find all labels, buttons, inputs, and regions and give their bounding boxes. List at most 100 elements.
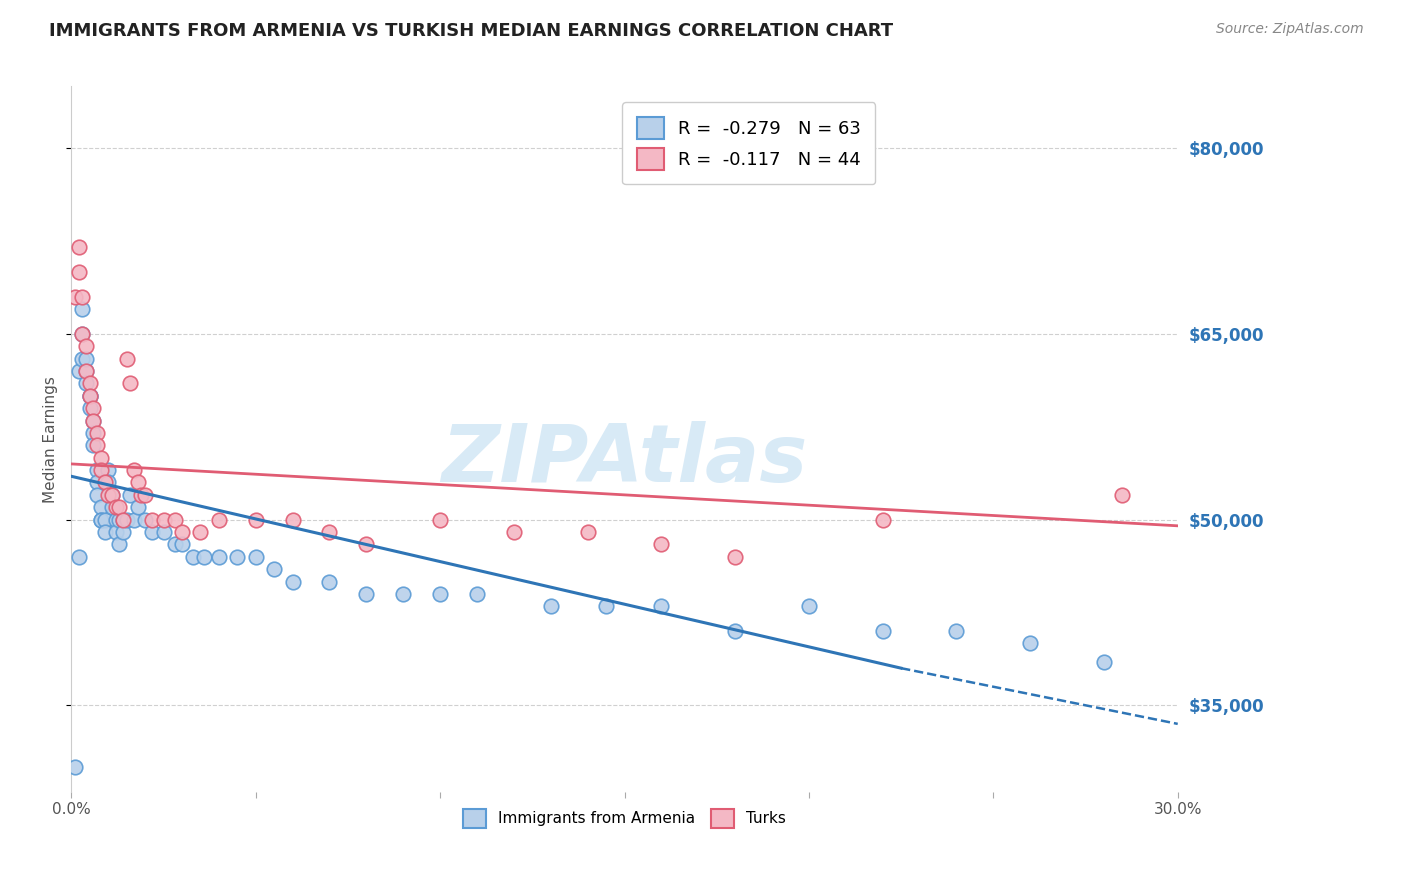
Point (281, 574, 304, 589)
Point (226, 549, 249, 564)
Point (97, 475, 120, 490)
Point (245, 549, 267, 564)
Point (86, 438, 108, 452)
Point (104, 500, 127, 515)
Point (97, 488, 120, 502)
Point (79, 389, 101, 403)
Point (86, 488, 108, 502)
Text: Source: ZipAtlas.com: Source: ZipAtlas.com (1216, 22, 1364, 37)
Point (108, 537, 131, 551)
Point (101, 488, 124, 502)
Point (75, 351, 97, 366)
Point (163, 537, 186, 551)
Point (63, 290, 86, 304)
Point (945, 624, 967, 638)
Point (190, 524, 212, 539)
Point (127, 500, 149, 515)
Point (72, 326, 94, 341)
Point (90, 513, 112, 527)
Point (181, 549, 204, 564)
Point (152, 524, 174, 539)
Point (163, 513, 186, 527)
Point (111, 524, 134, 539)
Legend: Immigrants from Armenia, Turks: Immigrants from Armenia, Turks (457, 803, 792, 834)
Text: ZIPAtlas: ZIPAtlas (441, 421, 807, 500)
Point (72, 302, 94, 317)
Point (104, 513, 127, 527)
Point (115, 351, 138, 366)
Point (82, 438, 104, 452)
Point (75, 364, 97, 378)
Point (318, 524, 340, 539)
Point (101, 500, 124, 515)
Point (115, 513, 138, 527)
Point (465, 587, 488, 601)
Point (650, 537, 672, 551)
Point (540, 599, 562, 614)
Point (93, 524, 115, 539)
Point (122, 513, 145, 527)
Point (429, 587, 451, 601)
Point (872, 624, 894, 638)
Point (724, 624, 747, 638)
Point (141, 513, 163, 527)
Point (79, 389, 101, 403)
Point (120, 488, 142, 502)
Point (67, 364, 90, 378)
Point (79, 389, 101, 403)
Point (79, 376, 101, 391)
Point (872, 513, 894, 527)
Point (170, 537, 193, 551)
Point (1111, 488, 1133, 502)
Point (127, 475, 149, 490)
Point (86, 475, 108, 490)
Point (318, 574, 340, 589)
Point (82, 425, 104, 440)
Point (67, 549, 90, 564)
Point (72, 290, 94, 304)
Point (90, 513, 112, 527)
Point (72, 326, 94, 341)
Point (111, 513, 134, 527)
Point (67, 265, 90, 279)
Point (122, 463, 145, 477)
Point (281, 513, 304, 527)
Point (208, 513, 231, 527)
Point (93, 513, 115, 527)
Point (120, 376, 142, 391)
Point (134, 488, 156, 502)
Point (429, 513, 451, 527)
Point (134, 513, 156, 527)
Point (170, 524, 193, 539)
Point (104, 524, 127, 539)
Point (141, 524, 163, 539)
Point (595, 599, 617, 614)
Point (392, 587, 415, 601)
Point (245, 513, 267, 527)
Point (152, 513, 174, 527)
Point (576, 524, 599, 539)
Point (724, 549, 747, 564)
Point (1092, 655, 1115, 669)
Point (79, 401, 101, 416)
Point (75, 364, 97, 378)
Point (82, 414, 104, 428)
Point (108, 500, 131, 515)
Point (97, 463, 120, 477)
Point (93, 475, 115, 490)
Point (75, 376, 97, 391)
Point (63, 760, 86, 774)
Point (82, 401, 104, 416)
Point (101, 488, 124, 502)
Point (1019, 636, 1042, 650)
Text: IMMIGRANTS FROM ARMENIA VS TURKISH MEDIAN EARNINGS CORRELATION CHART: IMMIGRANTS FROM ARMENIA VS TURKISH MEDIA… (49, 22, 893, 40)
Point (797, 599, 820, 614)
Point (86, 463, 108, 477)
Point (82, 414, 104, 428)
Y-axis label: Median Earnings: Median Earnings (44, 376, 58, 502)
Point (193, 549, 215, 564)
Point (90, 500, 112, 515)
Point (111, 513, 134, 527)
Point (75, 339, 97, 353)
Point (356, 587, 378, 601)
